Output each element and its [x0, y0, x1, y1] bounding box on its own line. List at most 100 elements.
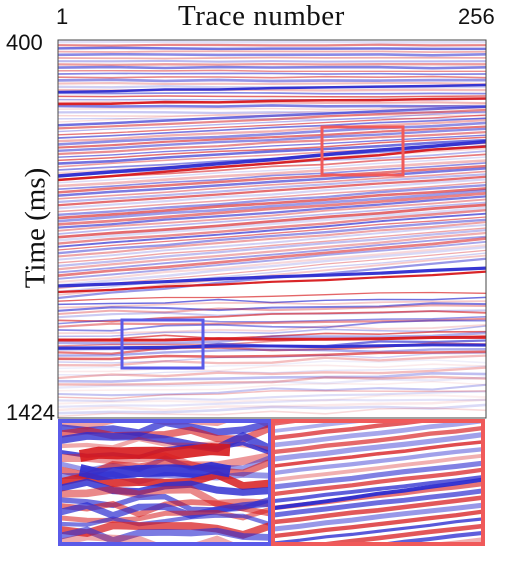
reflection-band [58, 117, 486, 139]
reflection-band [58, 363, 486, 373]
reflection-band [58, 43, 486, 47]
reflection-band [274, 502, 482, 532]
reflection-band [58, 95, 486, 98]
reflection-band [58, 383, 486, 397]
reflection-band [58, 103, 486, 123]
reflection-band [58, 46, 486, 51]
reflection-band [78, 443, 231, 462]
reflection-band [58, 203, 486, 239]
reflection-band [61, 422, 269, 430]
reflection-band [58, 335, 486, 342]
reflection-band [58, 375, 486, 386]
reflection-band [58, 138, 486, 165]
reflection-band [58, 218, 486, 255]
reflection-band [274, 422, 431, 441]
reflection-band [58, 125, 486, 149]
reflection-band [58, 81, 486, 86]
reflection-band [58, 390, 486, 402]
reflection-band [58, 105, 486, 127]
reflection-band [58, 191, 486, 226]
reflection-band [274, 440, 482, 468]
reflection-band [58, 325, 486, 338]
reflection-band [58, 56, 486, 60]
reflection-band [58, 366, 486, 380]
reflection-band [58, 227, 486, 264]
reflection-band [58, 167, 486, 197]
reflection-band [58, 189, 486, 223]
reflection-band [58, 118, 486, 143]
reflection-band [274, 422, 482, 448]
reflection-band [58, 228, 486, 268]
reflection-band [58, 266, 486, 288]
red-inset-bands [274, 422, 482, 543]
reflection-band [58, 130, 486, 156]
reflection-band [58, 302, 486, 312]
reflection-band [58, 304, 486, 316]
reflection-band [58, 365, 486, 377]
reflection-band [61, 485, 269, 508]
reflection-band [58, 331, 486, 345]
reflection-band [58, 164, 486, 194]
reflection-band [58, 348, 486, 357]
reflection-band [274, 495, 482, 525]
reflection-band [58, 181, 486, 213]
reflection-band [78, 461, 232, 481]
red-highlight-box [320, 125, 405, 177]
reflection-band [58, 52, 486, 57]
reflection-band [58, 403, 486, 415]
reflection-band [58, 380, 486, 392]
reflection-band [58, 175, 486, 207]
reflection-band [58, 50, 486, 53]
blue-inset-bands [61, 422, 269, 543]
reflection-band [58, 323, 486, 335]
reflection-band [274, 475, 482, 503]
reflection-band [58, 270, 486, 294]
reflection-band [58, 398, 486, 412]
reflection-band [61, 431, 269, 453]
reflection-band [58, 69, 486, 73]
reflection-band [58, 75, 486, 79]
reflection-band [58, 91, 486, 95]
reflection-band [58, 394, 486, 405]
reflection-band [274, 432, 482, 462]
reflection-band [58, 59, 486, 63]
reflection-band [58, 376, 486, 389]
reflection-band [58, 252, 486, 293]
reflection-band [58, 40, 486, 44]
main-panel-frame [57, 39, 487, 419]
reflection-band [274, 467, 482, 497]
reflection-band [274, 447, 482, 476]
reflection-band [58, 244, 486, 284]
y-axis-start-label: 400 [6, 30, 43, 55]
reflection-band [58, 371, 486, 383]
reflection-band [58, 65, 486, 70]
reflection-band [58, 343, 486, 350]
reflection-band [58, 162, 486, 191]
reflection-band [58, 139, 486, 178]
x-axis-title: Trace number [178, 0, 345, 32]
y-axis-end-label: 1424 [6, 400, 55, 425]
reflection-band [58, 62, 486, 67]
reflection-band [58, 195, 486, 229]
reflection-band [58, 111, 486, 133]
reflection-band [58, 231, 486, 271]
reflection-band [58, 78, 486, 83]
x-axis-start-label: 1 [56, 4, 69, 29]
reflection-band [61, 500, 269, 520]
reflection-band [58, 72, 486, 76]
reflection-band [58, 156, 486, 184]
reflection-band [58, 134, 486, 158]
reflection-band [58, 296, 486, 306]
reflection-band [58, 108, 486, 130]
red-inset-frame [271, 419, 485, 546]
reflection-band [274, 426, 482, 455]
reflection-band [58, 127, 486, 152]
reflection-band [58, 352, 486, 364]
red-zoom-inset [271, 419, 485, 546]
x-axis-end-label: 256 [458, 4, 495, 29]
reflection-band [58, 300, 486, 309]
reflection-band [58, 206, 486, 242]
reflection-band [58, 187, 486, 220]
reflection-band [58, 390, 486, 400]
